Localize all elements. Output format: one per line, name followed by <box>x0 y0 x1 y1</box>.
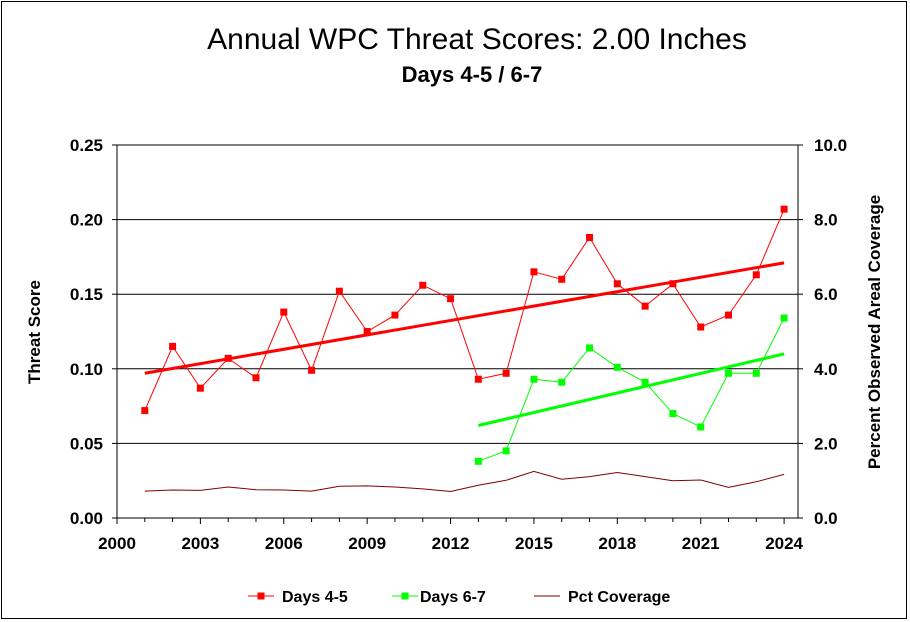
chart-subtitle: Days 4-5 / 6-7 <box>402 62 543 87</box>
series-line-days-6-7 <box>478 317 785 462</box>
y-tick-label: 0.15 <box>70 285 103 304</box>
legend: Days 4-5 Days 6-7 Pct Coverage <box>248 589 670 606</box>
data-point-days-4-5 <box>280 308 288 316</box>
data-point-days-4-5 <box>697 323 705 331</box>
legend-label: Days 4-5 <box>282 589 348 606</box>
data-point-days-6-7 <box>725 369 733 377</box>
data-point-days-4-5 <box>141 407 149 415</box>
data-point-days-4-5 <box>669 280 677 288</box>
data-point-days-4-5 <box>363 328 371 335</box>
data-point-days-4-5 <box>752 271 760 279</box>
y-tick-label: 0.10 <box>70 360 103 379</box>
data-point-days-4-5 <box>641 302 649 310</box>
y-tick-label: 0.25 <box>70 136 103 155</box>
data-point-days-6-7 <box>780 314 788 322</box>
data-point-days-4-5 <box>530 268 538 276</box>
data-point-days-4-5 <box>780 205 788 213</box>
data-point-days-4-5 <box>725 311 733 319</box>
data-point-days-4-5 <box>419 281 427 289</box>
y2-tick-label: 6.0 <box>814 285 838 304</box>
y2-tick-label: 0.0 <box>814 509 838 528</box>
data-point-days-6-7 <box>558 378 566 386</box>
x-tick-label: 2012 <box>432 534 470 553</box>
plot-area <box>116 144 799 519</box>
data-point-days-6-7 <box>752 369 760 377</box>
legend-label: Days 6-7 <box>420 589 486 606</box>
data-point-days-4-5 <box>335 287 343 295</box>
data-point-days-4-5 <box>196 384 204 392</box>
x-tick-label: 2003 <box>181 534 219 553</box>
legend-swatch-marker <box>257 592 265 600</box>
data-point-days-4-5 <box>586 234 594 242</box>
y2-tick-label: 10.0 <box>814 136 847 155</box>
legend-swatch-marker <box>401 592 409 600</box>
legend-label: Pct Coverage <box>568 589 670 606</box>
x-tick-label: 2006 <box>265 534 303 553</box>
y2-tick-label: 8.0 <box>814 211 838 230</box>
y-tick-label: 0.00 <box>70 509 103 528</box>
y-tick-label: 0.20 <box>70 211 103 230</box>
data-point-days-6-7 <box>697 423 705 431</box>
data-point-days-4-5 <box>474 375 482 383</box>
data-point-days-4-5 <box>447 295 455 303</box>
x-tick-label: 2018 <box>598 534 636 553</box>
data-point-days-4-5 <box>558 275 566 283</box>
data-point-days-4-5 <box>169 342 177 350</box>
data-point-days-6-7 <box>613 363 621 371</box>
y-tick-label: 0.05 <box>70 434 103 453</box>
chart-title: Annual WPC Threat Scores: 2.00 Inches <box>207 23 747 56</box>
axis-ticks: 0.00 0.05 0.10 0.15 0.20 0.25 0.0 2.0 4.0 6.0 8.0 1… <box>70 136 847 553</box>
data-point-days-6-7 <box>586 344 594 352</box>
data-point-days-6-7 <box>530 375 538 383</box>
data-point-days-6-7 <box>669 410 677 418</box>
y2-axis-label: Percent Observed Areal Coverage <box>865 195 884 469</box>
y-axis-label: Threat Score <box>25 280 44 384</box>
x-tick-label: 2000 <box>98 534 136 553</box>
data-point-days-6-7 <box>502 447 510 455</box>
x-tick-label: 2009 <box>348 534 386 553</box>
trendline-days-4-5 <box>144 261 785 375</box>
series-layer <box>141 205 788 493</box>
trendline-days-6-7 <box>478 352 785 427</box>
data-point-days-6-7 <box>641 378 649 386</box>
x-tick-label: 2015 <box>515 534 553 553</box>
series-line-days-4-5 <box>144 209 785 411</box>
data-point-days-4-5 <box>502 369 510 377</box>
x-tick-label: 2021 <box>682 534 720 553</box>
series-line-pct-coverage <box>144 470 785 493</box>
data-point-days-6-7 <box>474 457 482 465</box>
data-point-days-4-5 <box>308 366 316 374</box>
data-point-days-4-5 <box>613 280 621 288</box>
y2-tick-label: 2.0 <box>814 434 838 453</box>
data-point-days-4-5 <box>391 311 399 319</box>
y2-tick-label: 4.0 <box>814 360 838 379</box>
x-tick-label: 2024 <box>765 534 803 553</box>
gridlines <box>117 144 798 519</box>
data-point-days-4-5 <box>224 354 232 362</box>
data-point-days-4-5 <box>252 374 260 382</box>
